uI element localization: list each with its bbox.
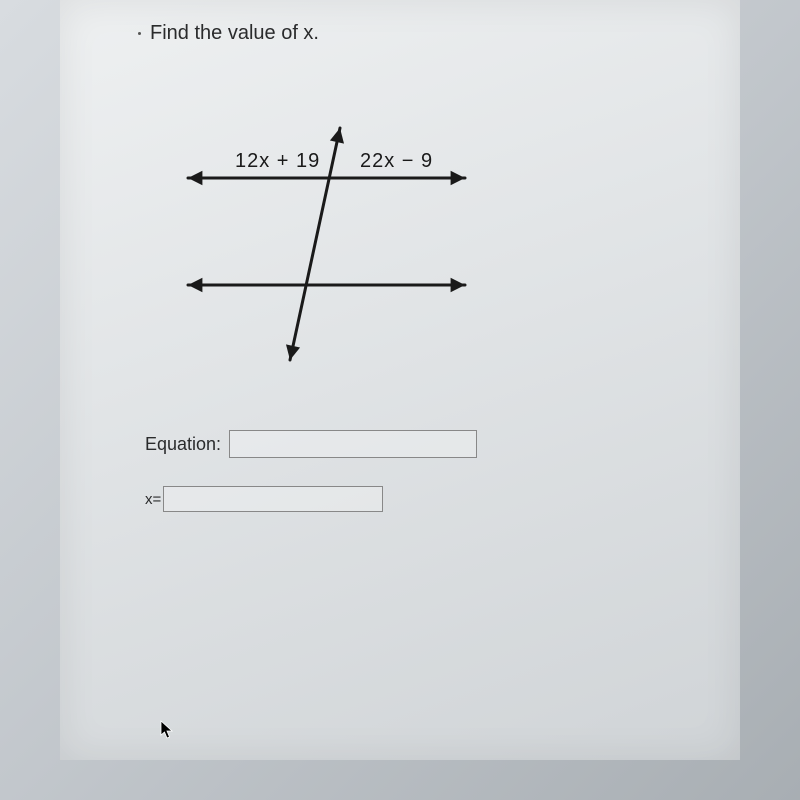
equation-input[interactable] [229, 430, 477, 458]
bullet-dot [138, 32, 141, 35]
angle-label-right: 22x − 9 [360, 150, 433, 173]
equation-row: Equation: [145, 430, 525, 458]
worksheet-paper: Find the value of x. 12x + 19 22x − 9 Eq… [60, 0, 740, 760]
cursor-icon [160, 720, 176, 740]
x-label: x= [145, 491, 161, 508]
diagram-svg [170, 120, 510, 390]
x-input[interactable] [163, 486, 383, 512]
parallel-lines-diagram: 12x + 19 22x − 9 [170, 120, 510, 390]
equation-label: Equation: [145, 434, 221, 455]
question-prompt: Find the value of x. [150, 22, 319, 45]
answer-form: Equation: x= [145, 430, 525, 540]
angle-label-left: 12x + 19 [235, 150, 320, 173]
x-row: x= [145, 486, 525, 512]
